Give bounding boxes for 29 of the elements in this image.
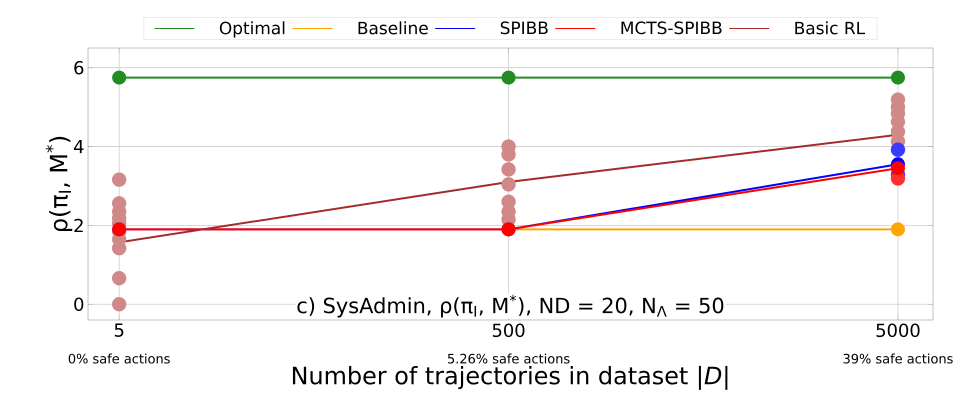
text: 39% safe actions xyxy=(844,354,953,364)
x-axis-title: Number of trajectories in dataset |D| xyxy=(292,366,728,390)
point xyxy=(112,70,126,85)
legend-label: MCTS-SPIBB xyxy=(622,21,722,34)
legend-label: Baseline xyxy=(358,21,428,34)
y-tick-label: 6 xyxy=(74,60,84,74)
text: 0% safe actions xyxy=(68,354,170,364)
point xyxy=(112,271,126,286)
point xyxy=(112,297,126,312)
annotation: c) SysAdmin, ρ(π$_{I}$, M$^{*}$), ND = 20, N$_{Λ}$ = 50 xyxy=(297,294,724,318)
x-tick-label: 5 xyxy=(114,324,124,337)
x-tick-label: 5000 xyxy=(876,324,920,338)
y-tick-label: 4 xyxy=(74,140,84,154)
point xyxy=(112,172,126,187)
point xyxy=(501,162,516,177)
point xyxy=(501,177,516,192)
point xyxy=(890,70,905,85)
point xyxy=(502,70,516,85)
x-tick-label: 500 xyxy=(492,324,524,338)
y-tick-label: 2 xyxy=(74,218,83,232)
y-axis-title: ρ(π$_{I}$, M$^{*}$) xyxy=(46,136,72,232)
point xyxy=(890,222,905,236)
point xyxy=(890,142,906,157)
legend-label: Optimal xyxy=(220,21,284,38)
y-tick-label: 0 xyxy=(74,297,84,312)
text: 5.26% safe actions xyxy=(448,354,570,364)
legend-label: SPIBB xyxy=(500,21,548,34)
point xyxy=(890,161,905,176)
legend-label: Basic RL xyxy=(795,21,866,34)
